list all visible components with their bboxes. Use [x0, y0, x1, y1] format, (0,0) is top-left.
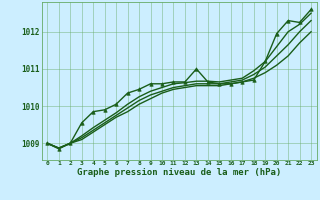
X-axis label: Graphe pression niveau de la mer (hPa): Graphe pression niveau de la mer (hPa) — [77, 168, 281, 177]
